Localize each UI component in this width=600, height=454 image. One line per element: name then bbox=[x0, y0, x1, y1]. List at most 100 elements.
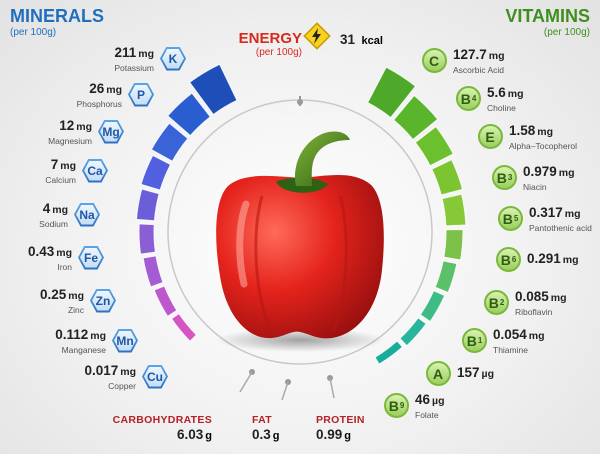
mineral-row-calcium: 7 mg Calcium Ca bbox=[45, 156, 108, 185]
tick-fat-line bbox=[281, 381, 289, 401]
vitamin-sub: 3 bbox=[507, 173, 513, 182]
lightning-icon bbox=[303, 22, 331, 50]
mineral-badge: Fe bbox=[78, 245, 104, 270]
mineral-unit: mg bbox=[68, 290, 84, 302]
vitamin-sub: 1 bbox=[477, 336, 483, 345]
tick-protein-line bbox=[329, 377, 335, 399]
mineral-name: Sodium bbox=[39, 219, 68, 229]
mineral-symbol: K bbox=[162, 48, 184, 69]
mineral-bar bbox=[135, 188, 160, 222]
vitamin-value: 157 bbox=[457, 365, 480, 380]
mineral-badge: Cu bbox=[142, 364, 168, 389]
vitamin-bar bbox=[431, 159, 464, 196]
mineral-value: 7 bbox=[50, 157, 59, 172]
mineral-unit: mg bbox=[56, 247, 72, 259]
vitamin-bar bbox=[392, 94, 439, 141]
tick-top-dot bbox=[297, 99, 303, 105]
bell-pepper-image bbox=[215, 131, 385, 352]
vitamin-value: 127.7 bbox=[453, 47, 487, 62]
vitamin-unit: mg bbox=[564, 208, 581, 220]
mineral-symbol: P bbox=[130, 84, 152, 105]
macro-unit: g bbox=[205, 430, 212, 442]
vitamin-unit: mg bbox=[528, 330, 545, 342]
vitamin-name: Alpha–Tocopherol bbox=[509, 141, 578, 151]
vitamin-letter: B bbox=[388, 397, 399, 414]
macro-label: CARBOHYDRATES bbox=[112, 414, 212, 426]
mineral-symbol: Mg bbox=[100, 121, 122, 142]
vitamin-row-e: E 1.58 mg Alpha–Tocopherol bbox=[478, 122, 577, 151]
vitamin-letter: B bbox=[460, 90, 471, 107]
mineral-row-magnesium: 12 mg Magnesium Mg bbox=[48, 117, 124, 146]
mineral-row-manganese: 0.112 mg Manganese Mn bbox=[55, 326, 138, 355]
vitamin-unit: µg bbox=[432, 395, 445, 407]
vitamin-bar bbox=[434, 260, 458, 294]
vitamin-name: Folate bbox=[415, 410, 439, 420]
mineral-value: 211 bbox=[114, 45, 137, 60]
vitamin-unit: mg bbox=[507, 88, 524, 100]
vitamin-badge: A bbox=[426, 361, 451, 386]
vitamins-title: VITAMINS bbox=[505, 6, 590, 26]
vitamin-value: 46 bbox=[415, 392, 431, 407]
mineral-value: 0.25 bbox=[39, 287, 67, 302]
macro-unit: g bbox=[272, 430, 280, 442]
mineral-bar bbox=[140, 154, 172, 191]
mineral-badge: Zn bbox=[90, 288, 116, 313]
mineral-symbol: Fe bbox=[80, 247, 102, 268]
vitamins-subtitle: (per 100g) bbox=[543, 27, 590, 38]
vitamin-value: 0.085 bbox=[515, 289, 549, 304]
vitamin-bar bbox=[443, 228, 464, 261]
vitamin-unit: mg bbox=[562, 254, 579, 266]
mineral-row-copper: 0.017 mg Copper Cu bbox=[84, 362, 168, 391]
vitamin-letter: B bbox=[488, 294, 499, 311]
mineral-row-sodium: 4 mg Sodium Na bbox=[39, 200, 100, 229]
mineral-badge: P bbox=[128, 82, 154, 107]
vitamin-bar bbox=[414, 125, 454, 167]
vitamin-badge: E bbox=[478, 124, 503, 149]
mineral-badge: Na bbox=[74, 202, 100, 227]
energy-unit: kcal bbox=[361, 35, 383, 47]
mineral-bar bbox=[138, 223, 156, 255]
energy-number: 31 bbox=[340, 32, 356, 47]
vitamin-bar bbox=[374, 340, 404, 365]
macro-protein: PROTEIN 0.99 g bbox=[316, 414, 365, 444]
macro-value: 0.3 bbox=[252, 427, 271, 442]
vitamin-row-a: A 157 µg bbox=[426, 361, 494, 386]
energy-subtitle: (per 100g) bbox=[255, 47, 302, 58]
mineral-bar bbox=[170, 312, 198, 342]
vitamin-name: Riboflavin bbox=[515, 307, 553, 317]
macro-carbohydrates: CARBOHYDRATES 6.03 g bbox=[112, 414, 212, 444]
vitamin-name: Pantothenic acid bbox=[529, 223, 592, 233]
vitamin-letter: A bbox=[432, 365, 444, 382]
vitamin-unit: µg bbox=[481, 368, 494, 380]
energy-label: ENERGY bbox=[238, 30, 302, 47]
mineral-unit: mg bbox=[60, 160, 76, 172]
vitamin-value: 0.317 bbox=[529, 205, 563, 220]
tick-carb-line bbox=[239, 371, 253, 393]
vitamin-bar bbox=[441, 193, 467, 227]
vitamin-unit: mg bbox=[537, 126, 554, 138]
mineral-bar bbox=[167, 92, 212, 137]
vitamin-bar bbox=[366, 66, 417, 119]
mineral-row-potassium: 211 mg Potassium K bbox=[114, 44, 186, 73]
vitamin-letter: B bbox=[496, 169, 507, 186]
vitamin-value: 0.291 bbox=[527, 251, 561, 266]
vitamins-header: VITAMINS (per 100g) bbox=[505, 6, 590, 38]
macro-value: 6.03 bbox=[176, 427, 204, 442]
vitamin-unit: mg bbox=[558, 167, 575, 179]
vitamin-value: 0.054 bbox=[493, 327, 527, 342]
vitamin-sub: 9 bbox=[399, 401, 405, 410]
mineral-value: 0.017 bbox=[84, 363, 119, 378]
mineral-symbol: Na bbox=[76, 204, 98, 225]
mineral-bar bbox=[153, 285, 178, 318]
mineral-name: Phosphorus bbox=[76, 99, 122, 109]
mineral-bar bbox=[142, 255, 164, 288]
mineral-value: 4 bbox=[42, 201, 51, 216]
mineral-bars bbox=[135, 63, 238, 342]
